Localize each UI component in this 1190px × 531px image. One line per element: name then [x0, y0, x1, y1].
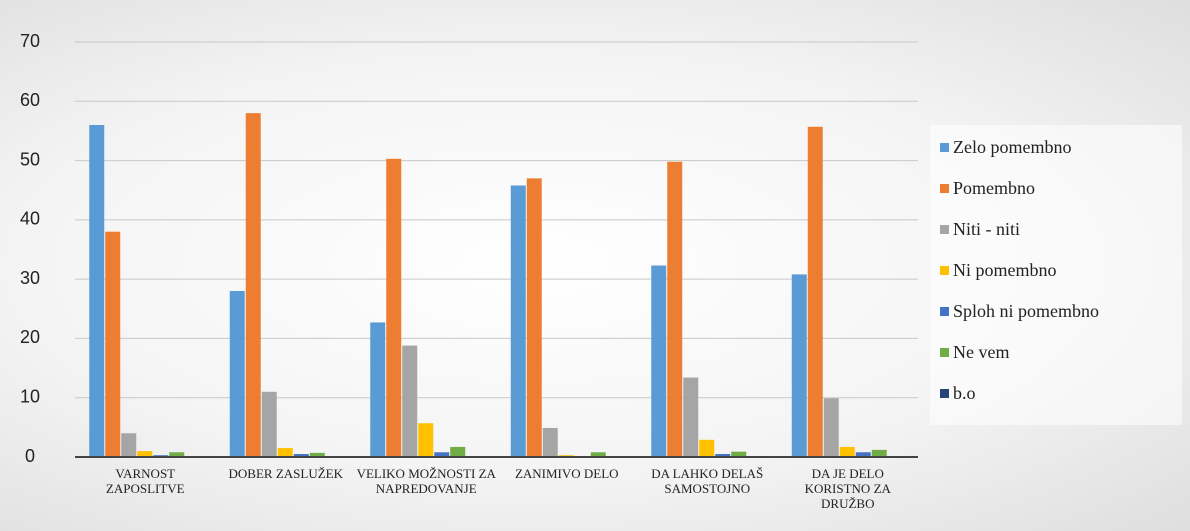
legend-label: Zelo pomembno: [953, 137, 1072, 157]
legend-entry: Ni pomembno: [940, 260, 1057, 281]
bar: [715, 454, 731, 457]
bar: [309, 452, 325, 457]
legend-label: b.o: [953, 383, 976, 403]
legend-label: Pomembno: [953, 178, 1036, 198]
bar: [277, 448, 293, 457]
bar: [402, 345, 418, 457]
bar: [418, 423, 434, 457]
x-tick-label: DA JE DELO KORISTNO ZA DRUŽBO: [804, 466, 891, 511]
x-tick-label: ZANIMIVO DELO: [514, 466, 619, 481]
legend-swatch: [940, 184, 949, 193]
x-tick-label: DOBER ZASLUŽEK: [228, 466, 343, 481]
legend-entry: Ne vem: [940, 342, 1009, 363]
bar: [526, 178, 542, 457]
bar: [791, 274, 807, 457]
y-tick-label: 20: [20, 327, 40, 347]
legend-entry: Zelo pomembno: [940, 137, 1071, 158]
y-tick-label: 40: [20, 209, 40, 229]
legend-swatch: [940, 266, 949, 275]
y-tick-label: 50: [20, 149, 40, 169]
bar: [89, 125, 105, 457]
legend-entry: Niti - niti: [940, 219, 1020, 240]
legend-label: Niti - niti: [953, 219, 1020, 239]
bar: [807, 126, 823, 458]
legend-entry: b.o: [940, 383, 976, 404]
bar: [121, 433, 137, 457]
x-tick-label: VARNOST ZAPOSLITVE: [105, 466, 185, 496]
y-tick-label: 10: [20, 386, 40, 406]
bar: [731, 451, 747, 457]
bar: [261, 391, 277, 457]
legend-swatch: [940, 143, 949, 152]
legend-label: Sploh ni pomembno: [953, 301, 1100, 321]
bar: [169, 452, 185, 457]
bar: [667, 161, 683, 457]
bar: [137, 451, 153, 457]
bar: [871, 449, 887, 457]
x-tick-label: DA LAHKO DELAŠ SAMOSTOJNO: [651, 466, 764, 496]
bar: [839, 446, 855, 457]
y-tick-label: 60: [20, 90, 40, 110]
y-tick-label: 0: [25, 446, 35, 466]
legend-swatch: [940, 389, 949, 398]
y-tick-label: 70: [20, 31, 40, 51]
bar: [651, 265, 667, 457]
legend-label: Ne vem: [953, 342, 1010, 362]
bar: [590, 452, 606, 457]
bar: [386, 158, 402, 458]
bar: [855, 452, 871, 457]
bar: [370, 322, 386, 457]
bar: [683, 377, 699, 457]
legend-label: Ni pomembno: [953, 260, 1057, 280]
bar: [450, 446, 466, 457]
legend-swatch: [940, 307, 949, 316]
bar: [293, 454, 309, 457]
legend-swatch: [940, 348, 949, 357]
bar: [105, 231, 121, 457]
bar: [245, 113, 261, 458]
legend-entry: Sploh ni pomembno: [940, 301, 1099, 322]
x-tick-label: VELIKO MOŽNOSTI ZA NAPREDOVANJE: [356, 466, 496, 496]
bar: [510, 185, 526, 457]
bar: [699, 439, 715, 457]
bar: [434, 452, 450, 457]
bar: [823, 398, 839, 457]
legend-swatch: [940, 225, 949, 234]
y-tick-label: 30: [20, 268, 40, 288]
bar: [542, 427, 558, 457]
legend: [930, 125, 1182, 425]
bar: [229, 291, 245, 457]
legend-entry: Pomembno: [940, 178, 1035, 199]
